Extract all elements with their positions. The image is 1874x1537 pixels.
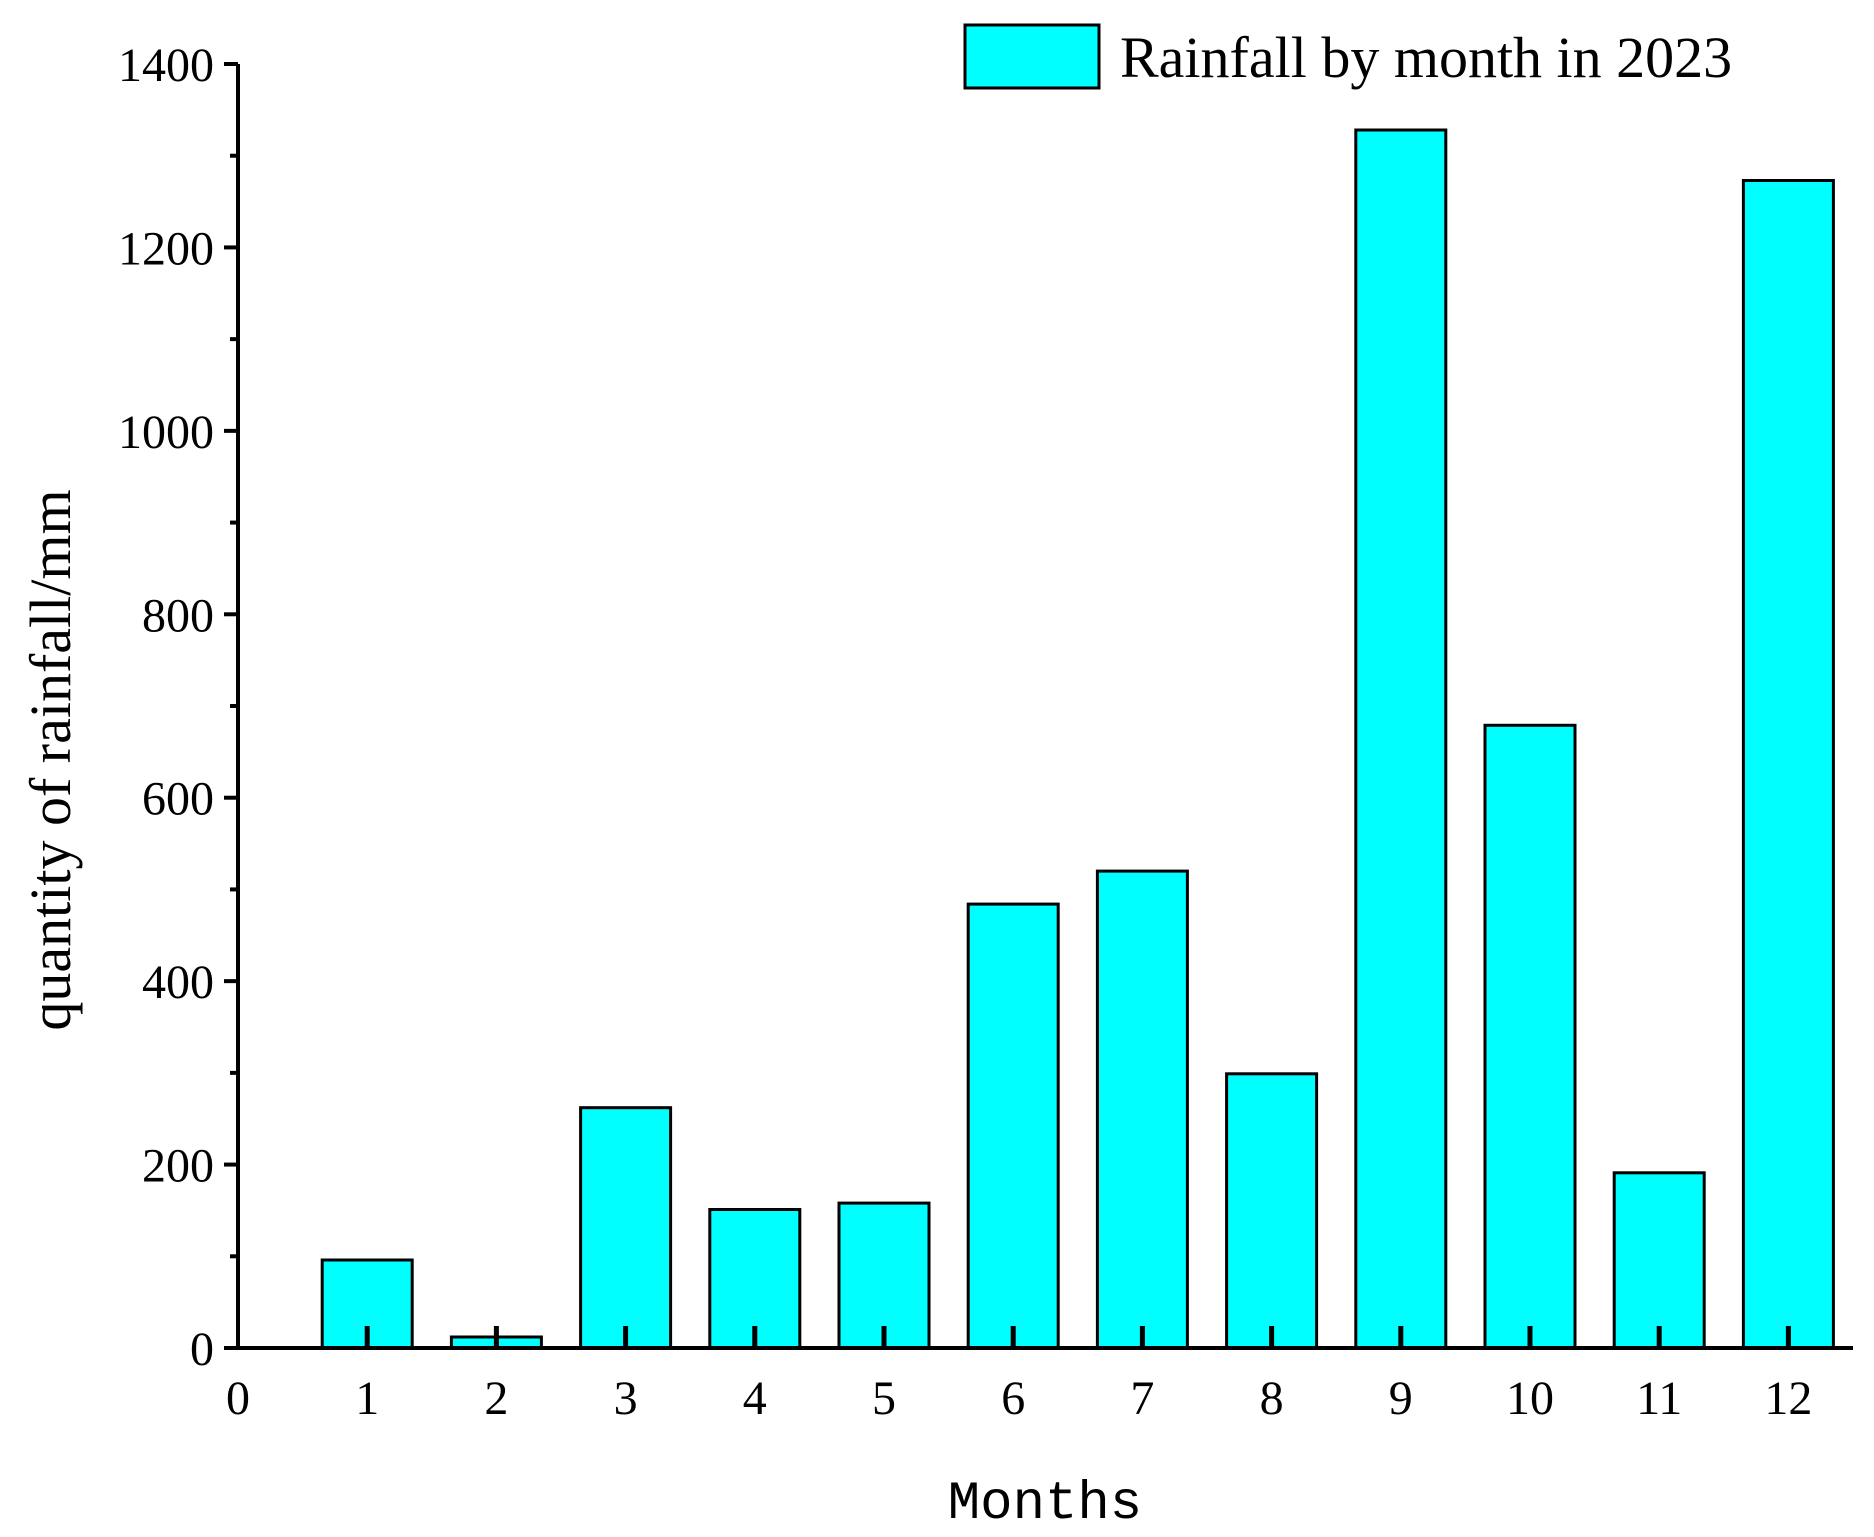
x-axis-title: Months [948,1474,1142,1535]
bar-month-9 [1354,128,1448,1350]
bar-month-11 [1612,1171,1706,1350]
bar-month-7 [1095,869,1189,1350]
bar-month-5 [837,1201,931,1350]
bar-month-8 [1225,1072,1319,1350]
x-tick-label: 6 [1001,1372,1025,1425]
x-tick-label: 0 [226,1372,250,1425]
y-axis-title: quantity of rainfall/mm [18,489,83,1030]
bar-month-12 [1741,179,1835,1350]
x-tick-label: 2 [484,1372,508,1425]
y-tick-label: 1200 [118,222,214,275]
bar-month-10 [1483,723,1577,1350]
y-tick-label: 1400 [118,39,214,92]
x-tick-label: 9 [1389,1372,1413,1425]
y-tick-label: 200 [142,1140,214,1193]
x-tick-label: 10 [1506,1372,1554,1425]
y-tick-label: 1000 [118,406,214,459]
bar-month-6 [966,902,1060,1350]
bar-month-3 [579,1106,673,1350]
x-tick-label: 4 [743,1372,767,1425]
x-tick-label: 1 [355,1372,379,1425]
legend: Rainfall by month in 2023 [963,23,1732,90]
y-tick-label: 600 [142,773,214,826]
y-tick-label: 0 [190,1323,214,1376]
y-tick-label: 800 [142,589,214,642]
legend-label: Rainfall by month in 2023 [1120,25,1732,90]
y-tick-label: 400 [142,956,214,1009]
x-tick-label: 12 [1764,1372,1812,1425]
bars-layer [320,128,1835,1350]
x-tick-label: 8 [1260,1372,1284,1425]
legend-swatch [963,23,1101,90]
x-tick-label: 3 [614,1372,638,1425]
x-tick-label: 11 [1636,1372,1682,1425]
x-tick-label: 5 [872,1372,896,1425]
x-tick-label: 7 [1130,1372,1154,1425]
